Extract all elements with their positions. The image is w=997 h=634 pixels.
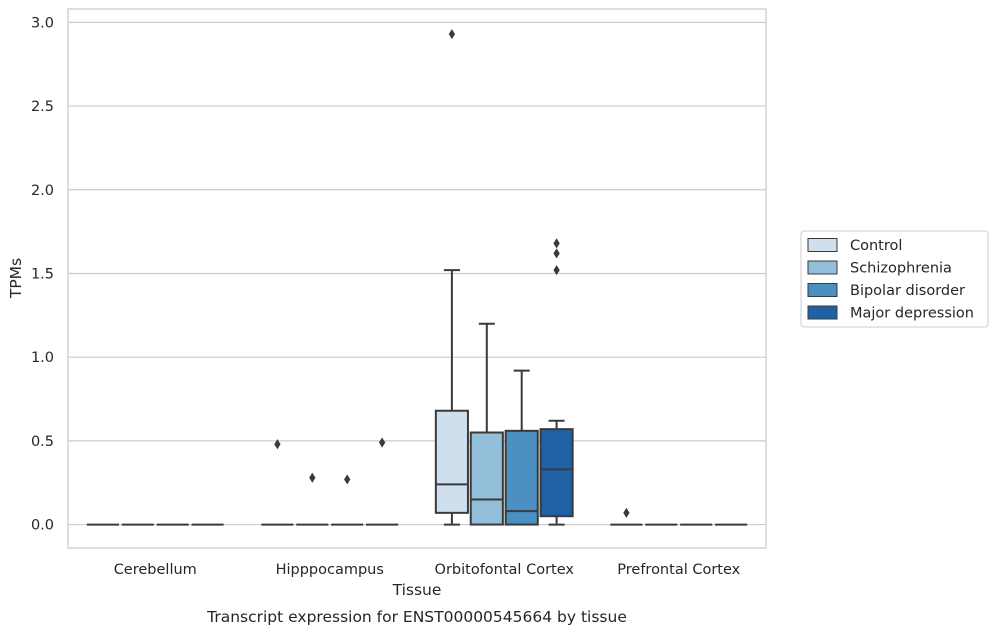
- legend-label: Schizophrenia: [850, 261, 952, 277]
- y-tick-label: 1.0: [31, 350, 54, 366]
- y-axis-label: TPMs: [7, 258, 25, 299]
- legend-swatch: [807, 238, 838, 252]
- outlier-point: [553, 265, 560, 276]
- box-major-depression: [539, 238, 574, 526]
- plot-frame: [67, 8, 767, 549]
- outlier-point: [553, 248, 560, 259]
- box-control: [610, 507, 643, 526]
- outlier-point: [378, 437, 386, 448]
- outlier-point: [309, 472, 316, 483]
- x-tick-label: Cerebellum: [114, 562, 197, 578]
- grid-lines: [68, 21, 766, 526]
- plot-area: [68, 9, 766, 548]
- box-control: [261, 439, 294, 526]
- y-tick-label: 0.5: [31, 434, 54, 450]
- box-iqr: [469, 431, 504, 526]
- box-bipolar-disorder: [331, 474, 364, 526]
- box-layer: [86, 29, 748, 526]
- y-tick-label: 2.5: [31, 99, 54, 115]
- figure-caption: Transcript expression for ENST0000054566…: [206, 608, 627, 626]
- x-axis-label: Tissue: [392, 581, 442, 599]
- box-major-depression: [366, 437, 399, 526]
- legend-label: Major depression: [850, 306, 974, 322]
- box-bipolar-disorder: [504, 369, 539, 526]
- box-control: [434, 29, 469, 526]
- legend-label: Bipolar disorder: [850, 283, 965, 299]
- outlier-point: [623, 507, 630, 518]
- outlier-point: [448, 29, 456, 40]
- x-tick-label: Orbitofontal Cortex: [435, 562, 575, 578]
- legend-label: Control: [850, 238, 902, 254]
- outlier-point: [274, 439, 281, 450]
- y-tick-label: 0.0: [31, 518, 54, 534]
- legend-swatch: [807, 260, 838, 275]
- x-axis-ticks: Cerebellum Hipppocampus Orbitofontal Corte…: [114, 562, 741, 578]
- box-schizophrenia: [469, 322, 504, 526]
- y-axis-ticks: 0.0 0.5 1.0 1.5 2.0 2.5 3.0: [31, 15, 54, 533]
- box-iqr: [504, 429, 539, 526]
- x-tick-label: Prefrontal Cortex: [617, 562, 740, 578]
- box-schizophrenia: [296, 472, 329, 526]
- legend-swatch: [807, 305, 838, 320]
- y-tick-label: 1.5: [31, 266, 54, 282]
- legend: Control Schizophrenia Bipolar disorder Majo…: [800, 230, 989, 328]
- outlier-point: [344, 474, 351, 485]
- box-iqr: [539, 428, 574, 518]
- box-iqr: [434, 409, 469, 514]
- legend-frame: [800, 230, 989, 328]
- x-tick-label: Hipppocampus: [276, 562, 384, 578]
- legend-swatch: [807, 283, 838, 297]
- y-tick-label: 3.0: [31, 15, 54, 31]
- outlier-point: [553, 238, 560, 249]
- y-tick-label: 2.0: [31, 183, 54, 199]
